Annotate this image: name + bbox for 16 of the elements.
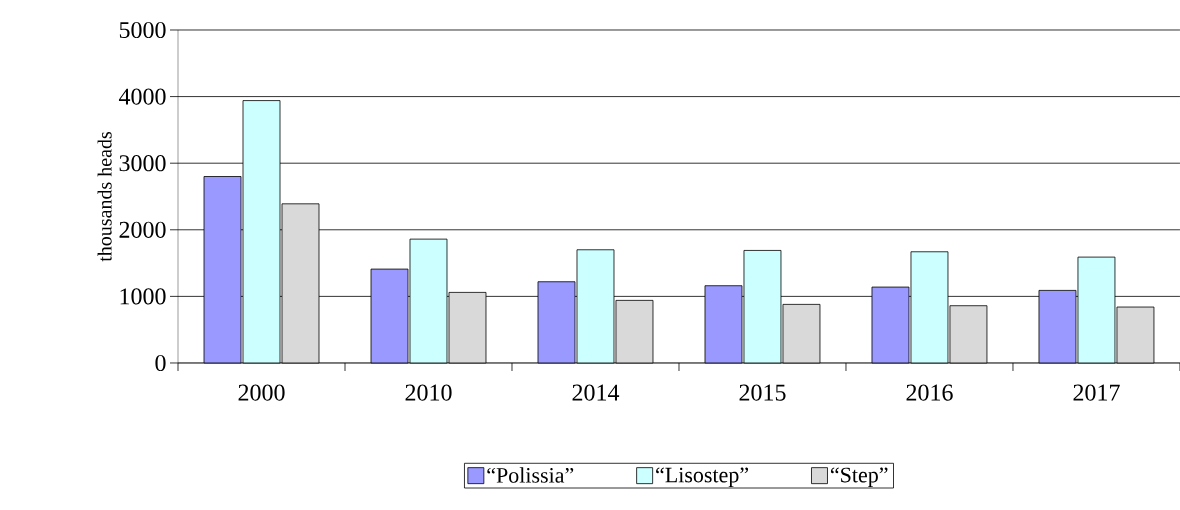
legend-label: “Lisostep” <box>656 467 749 487</box>
y-tick-label: 3000 <box>119 155 166 172</box>
y-tick-label: 2000 <box>119 221 166 238</box>
x-tick-label: 2016 <box>906 384 953 401</box>
y-axis-title: thousands heads <box>97 131 112 262</box>
y-tick-label: 1000 <box>120 288 166 305</box>
x-tick-label: 2017 <box>1073 384 1120 401</box>
y-tick-label: 0 <box>155 354 166 372</box>
legend-label: “Step” <box>830 467 888 487</box>
x-tick-label: 2015 <box>739 384 786 401</box>
x-tick-label: 2000 <box>238 384 285 401</box>
y-tick-label: 4000 <box>118 88 166 105</box>
x-tick-label: 2014 <box>572 384 620 401</box>
y-tick-label: 5000 <box>119 21 166 39</box>
x-tick-label: 2010 <box>405 384 452 401</box>
legend-label: “Polissia” <box>487 467 574 483</box>
